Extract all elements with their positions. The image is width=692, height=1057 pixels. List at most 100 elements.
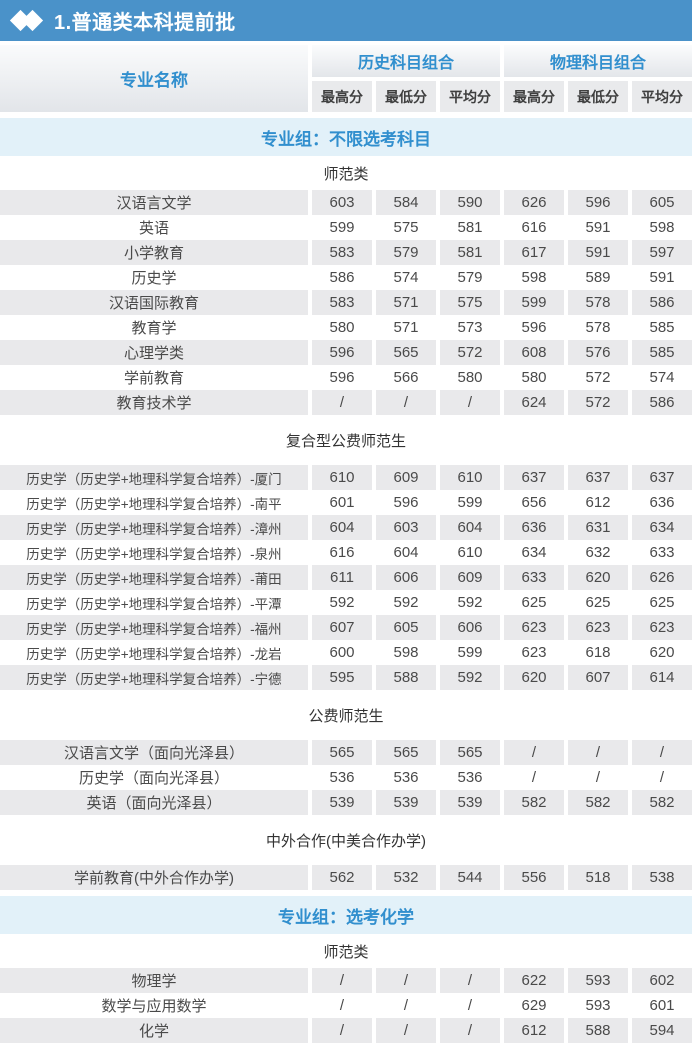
- score-cell: 620: [504, 665, 564, 690]
- score-cell: 597: [632, 240, 692, 265]
- table-row: 英语 599 575 581 616 591 598: [0, 215, 692, 240]
- major-name-cell: 历史学（面向光泽县）: [78, 770, 229, 787]
- double-diamond-icon: [9, 9, 44, 33]
- score-cell: 598: [393, 644, 419, 661]
- category-label: 复合型公费师范生: [285, 432, 406, 450]
- score-cell: 571: [376, 290, 436, 315]
- column-header-history-min: 最低分: [376, 81, 436, 112]
- score-cell: 637: [632, 465, 692, 490]
- score-cell: 566: [393, 369, 419, 386]
- column-header-physics-min: 最低分: [568, 81, 628, 112]
- score-cell: 609: [376, 465, 436, 490]
- score-cell: 579: [376, 240, 436, 265]
- score-cell: 580: [457, 369, 483, 386]
- score-cell: 610: [457, 544, 483, 561]
- table-row: 汉语国际教育 583 571 575 599 578 586: [0, 290, 692, 315]
- major-name-cell: 历史学（历史学+地理科学复合培养）-龙岩: [26, 646, 282, 662]
- table-body: 专业组：不限选考科目 师范类 汉语言文学 603 584 590 626 596 605 英语 59…: [0, 118, 692, 1043]
- major-name-cell: 历史学（历史学+地理科学复合培养）-宁德: [0, 665, 308, 690]
- table-row: 学前教育 596 566 580 580 572 574: [0, 365, 692, 390]
- major-name-cell: 历史学（历史学+地理科学复合培养）-平潭: [26, 596, 282, 612]
- score-cell: 582: [632, 790, 692, 815]
- score-cell: 582: [568, 790, 628, 815]
- score-cell: 606: [376, 565, 436, 590]
- score-cell: 637: [504, 465, 564, 490]
- table-row: 历史学（历史学+地理科学复合培养）-泉州 616 604 610 634 632 633: [0, 540, 692, 565]
- major-name-cell: 物理学: [0, 968, 308, 993]
- score-cell: 602: [632, 968, 692, 993]
- score-cell: /: [376, 1018, 436, 1043]
- category-label: 公费师范生: [308, 707, 384, 725]
- score-cell: 584: [376, 190, 436, 215]
- score-cell: 583: [312, 240, 372, 265]
- score-cell: 632: [585, 544, 611, 561]
- score-cell: /: [403, 997, 409, 1014]
- table-row: 历史学（历史学+地理科学复合培养）-莆田 611 606 609 633 620 626: [0, 565, 692, 590]
- score-cell: 579: [457, 269, 483, 286]
- score-cell: 616: [521, 219, 547, 236]
- score-cell: /: [504, 740, 564, 765]
- score-cell: 592: [457, 594, 483, 611]
- score-cell: 586: [329, 269, 355, 286]
- major-name-cell: 学前教育: [123, 370, 184, 387]
- table-row: 历史学（历史学+地理科学复合培养）-龙岩 600 598 599 623 618 620: [0, 640, 692, 665]
- score-cell: 574: [393, 269, 419, 286]
- score-cell: 578: [585, 319, 611, 336]
- score-cell: 606: [440, 615, 500, 640]
- score-cell: /: [568, 740, 628, 765]
- column-header-physics-avg: 平均分: [632, 81, 692, 112]
- score-cell: /: [531, 769, 537, 786]
- score-cell: 572: [568, 390, 628, 415]
- table-row: 汉语言文学（面向光泽县） 565 565 565// /: [0, 740, 692, 765]
- major-name-cell: 教育学: [131, 320, 177, 337]
- category-label: 师范类: [323, 165, 369, 183]
- major-name-cell: 汉语言文学: [0, 190, 308, 215]
- score-cell: 581: [457, 219, 483, 236]
- score-cell: 575: [393, 219, 419, 236]
- score-cell: 592: [329, 594, 355, 611]
- table-row: 历史学（历史学+地理科学复合培养）-平潭 592 592 592 625 625 625: [0, 590, 692, 615]
- score-cell: 562: [312, 865, 372, 890]
- score-cell: 599: [329, 219, 355, 236]
- score-cell: 536: [393, 769, 419, 786]
- score-cell: 624: [504, 390, 564, 415]
- score-cell: 592: [440, 665, 500, 690]
- table-row: 历史学 586 574 579 598 589 591: [0, 265, 692, 290]
- score-cell: 622: [504, 968, 564, 993]
- major-name-cell: 数学与应用数学: [101, 998, 207, 1015]
- score-cell: 611: [312, 565, 372, 590]
- score-cell: 620: [649, 644, 675, 661]
- group-band: 专业组：不限选考科目: [0, 118, 692, 156]
- major-name-cell: 历史学（历史学+地理科学复合培养）-泉州: [26, 546, 282, 562]
- score-cell: 603: [312, 190, 372, 215]
- score-cell: 616: [329, 544, 355, 561]
- score-cell: 576: [568, 340, 628, 365]
- column-header-physics-max: 最高分: [504, 81, 564, 112]
- score-cell: 612: [504, 1018, 564, 1043]
- score-cell: 536: [329, 769, 355, 786]
- score-cell: /: [440, 1018, 500, 1043]
- table-row: 物理学 / //622 593 602: [0, 968, 692, 993]
- score-cell: 585: [632, 340, 692, 365]
- table-row: 心理学类 596 565 572 608 576 585: [0, 340, 692, 365]
- table-row: 学前教育(中外合作办学) 562 532 544 556 518 538: [0, 865, 692, 890]
- score-cell: 538: [632, 865, 692, 890]
- table-header: 专业名称 历史科目组合 物理科目组合 最高分 最低分 平均分 最高分 最低分 平…: [0, 45, 692, 112]
- table-row: 历史学（面向光泽县） 536 536 536 / / /: [0, 765, 692, 790]
- score-cell: /: [440, 968, 500, 993]
- score-cell: 589: [585, 269, 611, 286]
- score-cell: 591: [585, 219, 611, 236]
- score-cell: 623: [632, 615, 692, 640]
- category-label: 中外合作(中美合作办学): [266, 832, 426, 850]
- score-cell: 585: [649, 319, 675, 336]
- major-name-cell: 化学: [0, 1018, 308, 1043]
- major-name-cell: 教育技术学: [0, 390, 308, 415]
- score-cell: 583: [312, 290, 372, 315]
- score-cell: 580: [329, 319, 355, 336]
- score-cell: 599: [457, 644, 483, 661]
- score-cell: 608: [504, 340, 564, 365]
- score-cell: /: [312, 390, 372, 415]
- score-cell: /: [659, 769, 665, 786]
- column-header-history-max: 最高分: [312, 81, 372, 112]
- score-cell: 574: [649, 369, 675, 386]
